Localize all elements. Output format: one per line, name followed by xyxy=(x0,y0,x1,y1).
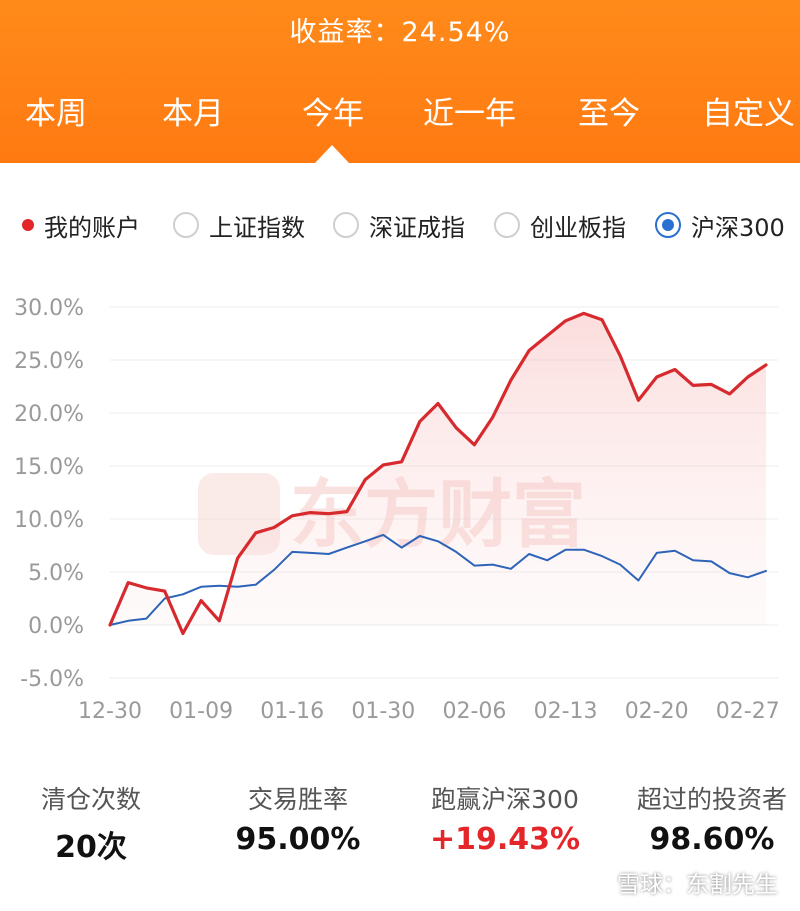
radio-unchecked-icon[interactable] xyxy=(494,212,520,238)
y-tick-label: 5.0% xyxy=(28,561,84,586)
stat-beat-investors: 超过的投资者 98.60% xyxy=(612,780,800,857)
chart-legend: 我的账户 上证指数 深证成指 创业板指 沪深300 xyxy=(0,205,800,245)
series-line-my-account xyxy=(108,311,768,636)
y-tick-label: 30.0% xyxy=(14,296,84,321)
y-tick-label: 15.0% xyxy=(14,455,84,480)
x-tick-label: 02-06 xyxy=(442,699,506,724)
radio-unchecked-icon[interactable] xyxy=(173,212,199,238)
x-tick-label: 02-13 xyxy=(534,699,598,724)
footer-watermark: 雪球：东割先生 xyxy=(617,872,778,898)
stat-label: 跑赢沪深300 xyxy=(431,785,579,814)
stat-label: 超过的投资者 xyxy=(636,785,787,814)
account-area-fill xyxy=(110,313,766,634)
y-axis-labels: 30.0% 25.0% 20.0% 15.0% 10.0% 5.0% 0.0% -5.0% xyxy=(14,296,84,692)
tab-this-week[interactable]: 本周 xyxy=(25,96,87,132)
tab-this-month[interactable]: 本月 xyxy=(162,96,224,132)
return-rate-text: 收益率：24.54% xyxy=(289,17,511,48)
tab-to-date[interactable]: 至今 xyxy=(578,96,640,132)
stat-label: 交易胜率 xyxy=(247,785,348,814)
y-tick-label: 10.0% xyxy=(14,508,84,533)
header-bar: 收益率：24.54% 本周 本月 今年 近一年 至今 自定义 xyxy=(0,0,800,163)
stat-liquidation-count: 清仓次数 20次 xyxy=(0,780,191,866)
x-tick-label: 02-27 xyxy=(716,699,780,724)
stat-win-rate: 交易胜率 95.00% xyxy=(198,780,398,857)
radio-unchecked-icon[interactable] xyxy=(333,212,359,238)
y-tick-label: -5.0% xyxy=(20,667,84,692)
legend-csi300[interactable]: 沪深300 xyxy=(655,205,785,245)
series-line-csi300 xyxy=(109,533,767,626)
legend-label: 我的账户 xyxy=(44,213,140,242)
legend-label: 上证指数 xyxy=(209,213,305,242)
y-tick-label: 25.0% xyxy=(14,349,84,374)
legend-label: 沪深300 xyxy=(691,213,785,242)
legend-my-account[interactable]: 我的账户 xyxy=(22,205,140,245)
legend-label: 深证成指 xyxy=(369,213,465,242)
stat-value: +19.43% xyxy=(429,822,581,857)
stats-row: 清仓次数 20次 交易胜率 95.00% 跑赢沪深300 +19.43% 超过的… xyxy=(0,780,800,865)
stat-label: 清仓次数 xyxy=(40,785,141,814)
legend-shenzhen-index[interactable]: 深证成指 xyxy=(333,205,465,245)
stat-value: 95.00% xyxy=(235,822,361,857)
returns-line-chart: 30.0%25.0%20.0%15.0%10.0%5.0%0.0%-5.0% 东… xyxy=(14,296,780,724)
x-tick-label: 01-09 xyxy=(169,699,233,724)
x-tick-label: 01-30 xyxy=(351,699,415,724)
x-tick-label: 12-30 xyxy=(78,699,142,724)
stat-value: 20次 xyxy=(55,830,127,865)
active-tab-caret-icon xyxy=(315,145,349,163)
y-tick-label: 20.0% xyxy=(14,402,84,427)
stat-value: 98.60% xyxy=(649,822,775,857)
y-tick-label: 0.0% xyxy=(28,614,84,639)
x-tick-label: 01-16 xyxy=(260,699,324,724)
red-dot-icon xyxy=(22,219,34,231)
tab-last-year[interactable]: 近一年 xyxy=(423,96,516,132)
stat-outperform-csi300: 跑赢沪深300 +19.43% xyxy=(405,780,605,857)
x-axis-labels: 12-30 01-09 01-16 01-30 02-06 02-13 02-20 02-27 xyxy=(78,699,780,724)
legend-chinext-index[interactable]: 创业板指 xyxy=(494,205,626,245)
x-tick-label: 02-20 xyxy=(625,699,689,724)
legend-shanghai-index[interactable]: 上证指数 xyxy=(173,205,305,245)
legend-label: 创业板指 xyxy=(530,213,626,242)
tab-this-year[interactable]: 今年 xyxy=(302,96,364,132)
tab-custom[interactable]: 自定义 xyxy=(702,96,795,132)
radio-checked-icon[interactable] xyxy=(655,212,681,238)
period-tabs: 本周 本月 今年 近一年 至今 自定义 xyxy=(0,88,800,138)
